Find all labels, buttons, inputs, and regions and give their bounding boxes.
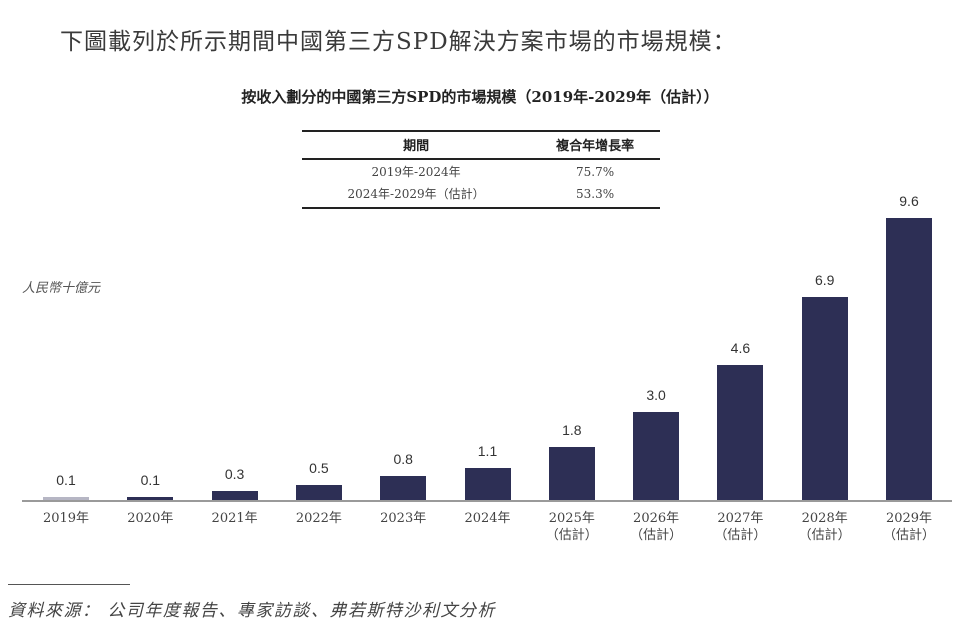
cagr-rate: 75.7% [576, 164, 615, 179]
bar [380, 476, 427, 500]
x-tick-label: 2019年 [42, 511, 90, 526]
chart-title: 按收入劃分的中國第三方SPD的市場規模（2019年-2029年（估計）） [241, 88, 719, 106]
bar-value-label: 0.1 [56, 472, 76, 488]
cagr-row: 2019年-2024年 75.7% [302, 159, 660, 182]
bar-value-label: 0.1 [140, 472, 161, 488]
bar-value-label: 4.6 [730, 340, 751, 356]
source-note: 資料來源： 公司年度報告、專家訪談、弗若斯特沙利文分析 [8, 601, 496, 621]
cagr-table: 期間 複合年增長率 2019年-2024年 75.7% 2024年-2029年（… [302, 130, 660, 209]
x-tick-label: 2029年 （估計） [882, 511, 935, 543]
cagr-row: 2024年-2029年（估計） 53.3% [302, 182, 660, 209]
bar-value-label: 3.0 [646, 387, 666, 403]
bar-value-label: 0.3 [224, 466, 245, 482]
bar [801, 297, 848, 500]
x-tick-label: 2025年 （估計） [545, 511, 598, 543]
cagr-rate: 53.3% [530, 182, 660, 209]
x-tick-label: 2021年 [211, 511, 258, 526]
bar [464, 468, 511, 500]
x-tick-label: 2026年 （估計） [630, 511, 683, 543]
intro-text: 下圖載列於所示期間中國第三方SPD解決方案市場的市場規模： [60, 29, 737, 55]
x-axis-line [22, 500, 952, 502]
cagr-header-period: 期間 [302, 130, 531, 160]
bar-value-label: 1.1 [477, 443, 498, 459]
bar [211, 491, 258, 500]
bar-value-label: 6.9 [814, 272, 835, 288]
x-tick-label: 2028年 （估計） [798, 511, 851, 543]
x-tick-label: 2024年 [464, 511, 511, 526]
bar [717, 365, 764, 500]
x-tick-label: 2027年 （估計） [714, 511, 767, 543]
x-tick-label: 2023年 [380, 511, 427, 526]
bar-value-label: 0.8 [393, 451, 413, 467]
x-tick-label: 2020年 [127, 511, 174, 526]
bar [127, 497, 174, 500]
y-axis-unit-label: 人民幣十億元 [22, 281, 101, 296]
bar-value-label: 9.6 [899, 193, 919, 209]
bar [548, 447, 595, 500]
x-tick-label: 2022年 [295, 511, 342, 526]
cagr-period: 2019年-2024年 [371, 165, 461, 179]
source-divider [8, 584, 130, 585]
cagr-period: 2024年-2029年（估計） [302, 182, 531, 209]
bar [43, 497, 89, 500]
bar-value-label: 1.8 [562, 422, 582, 438]
bar [633, 412, 680, 500]
bar [295, 485, 342, 500]
cagr-header-rate: 複合年增長率 [530, 130, 660, 160]
bar-value-label: 0.5 [309, 460, 329, 476]
bar [886, 218, 932, 500]
